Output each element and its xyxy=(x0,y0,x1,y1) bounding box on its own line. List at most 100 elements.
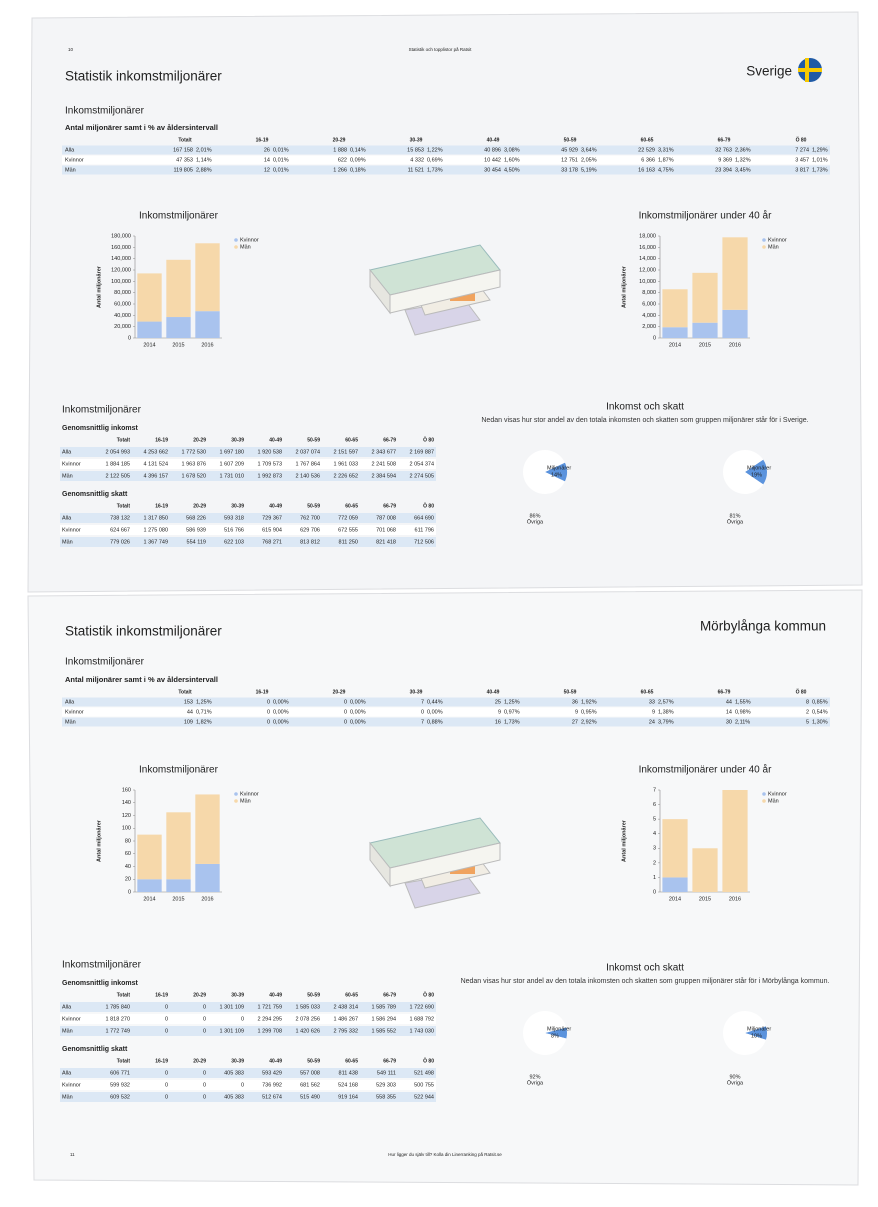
table-cell: 1 299 708 xyxy=(258,1028,282,1034)
table-cell: 1 585 033 xyxy=(296,1004,320,1010)
table-cell: 681 562 xyxy=(300,1082,320,1088)
table-cell: 615 904 xyxy=(262,527,282,533)
column-header: 50-59 xyxy=(307,503,320,509)
row-background xyxy=(60,1068,436,1078)
bar-segment xyxy=(195,243,220,312)
y-tick-label: 2,000 xyxy=(642,324,656,330)
table-cell: 736 992 xyxy=(262,1082,282,1088)
section-heading: Inkomst och skatt xyxy=(606,963,684,974)
column-header: 30-39 xyxy=(410,137,423,143)
table-cell: 0 xyxy=(165,1004,168,1010)
money-illustration xyxy=(369,817,501,909)
table-cell: 1 722 690 xyxy=(410,1004,434,1010)
legend-label: Män xyxy=(240,798,251,804)
bar-segment xyxy=(662,327,688,338)
pie-slice xyxy=(523,450,565,494)
y-axis-label: Antal miljonärer xyxy=(96,265,102,308)
bar-segment xyxy=(662,819,688,878)
table-cell: 1 586 294 xyxy=(372,1016,396,1022)
table-cell: 624 667 xyxy=(110,527,130,533)
y-tick-label: 10,000 xyxy=(639,279,656,285)
bar-segment xyxy=(692,848,718,892)
table-cell: 5 xyxy=(806,719,809,725)
table-cell: 609 532 xyxy=(110,1094,130,1100)
row-label: Kvinnor xyxy=(62,527,81,533)
table-cell: 3,64% xyxy=(581,147,597,153)
column-header: Totalt xyxy=(117,437,131,443)
row-label: Alla xyxy=(62,1070,72,1076)
table-cell: 8 xyxy=(806,699,809,705)
bar-segment xyxy=(195,794,220,864)
table-cell: 119 805 xyxy=(174,167,193,173)
table-cell: 1,92% xyxy=(581,699,597,705)
column-header: 66-79 xyxy=(718,137,731,143)
pie-value-label: 10% xyxy=(751,1033,762,1039)
description: Nedan visas hur stor andel av den totala… xyxy=(460,978,830,985)
bar-segment xyxy=(137,321,162,338)
column-header: 50-59 xyxy=(564,137,577,143)
pie-label: Miljonärer xyxy=(747,465,771,471)
x-tick-label: 2016 xyxy=(729,342,741,348)
column-header: 30-39 xyxy=(231,992,244,998)
table-cell: 522 944 xyxy=(414,1094,434,1100)
running-footer: Hur ligger du själv till? Kolla din Line… xyxy=(388,1151,502,1157)
table-cell: 1 585 789 xyxy=(372,1004,396,1010)
pie-label: Miljonärer xyxy=(547,1026,571,1032)
table-cell: 593 318 xyxy=(224,515,244,521)
table-cell: 515 490 xyxy=(300,1094,320,1100)
legend-swatch xyxy=(762,238,766,242)
table-cell: 47 353 xyxy=(176,157,193,163)
section-heading: Inkomstmiljonärer xyxy=(65,106,145,117)
table-cell: 524 168 xyxy=(338,1082,358,1088)
column-header: 40-49 xyxy=(487,689,500,695)
table-cell: 0 xyxy=(203,1016,206,1022)
table-cell: 2 054 374 xyxy=(410,461,434,467)
table-cell: 16 xyxy=(495,719,501,725)
table-cell: 2 438 314 xyxy=(334,1004,358,1010)
table-cell: 16 163 xyxy=(638,167,655,173)
table-title: Genomsnittlig inkomst xyxy=(62,980,139,987)
table-cell: 593 429 xyxy=(262,1070,282,1076)
table-cell: 0 xyxy=(203,1082,206,1088)
table-cell: 2 294 295 xyxy=(258,1016,282,1022)
table-cell: 25 xyxy=(495,699,501,705)
y-tick-label: 6 xyxy=(653,802,656,808)
table-cell: 0 xyxy=(203,1070,206,1076)
bar-segment xyxy=(137,273,162,322)
table-cell: 7 xyxy=(421,699,424,705)
table-cell: 0 xyxy=(165,1016,168,1022)
table-cell: 729 367 xyxy=(262,515,282,521)
table-cell: 0,88% xyxy=(427,719,443,725)
table-cell: 1 920 538 xyxy=(258,449,282,455)
column-header: Totalt xyxy=(117,503,131,509)
row-background xyxy=(62,145,830,155)
table-title: Genomsnittlig inkomst xyxy=(62,425,139,432)
y-tick-label: 60,000 xyxy=(114,301,131,307)
table-cell: 1 709 573 xyxy=(258,461,282,467)
table-cell: 24 xyxy=(649,719,655,725)
table-cell: 2 xyxy=(806,709,809,715)
row-label: Män xyxy=(65,719,76,725)
column-header: 50-59 xyxy=(307,992,320,998)
table-cell: 36 xyxy=(572,699,578,705)
bar-segment xyxy=(692,272,718,323)
table-cell: 0 xyxy=(165,1094,168,1100)
table-cell: 9 xyxy=(498,709,501,715)
table-cell: 405 383 xyxy=(224,1094,244,1100)
column-header: 20-29 xyxy=(193,503,206,509)
table-cell: 1 678 520 xyxy=(182,473,206,479)
row-background xyxy=(60,1002,436,1012)
pie-slice xyxy=(745,459,767,485)
table-cell: 0,14% xyxy=(350,147,366,153)
table-cell: 622 xyxy=(338,157,347,163)
bar-segment xyxy=(195,311,220,338)
y-tick-label: 12,000 xyxy=(639,267,656,273)
column-header: 30-39 xyxy=(410,689,423,695)
table-cell: 811 250 xyxy=(339,539,358,545)
table-cell: 4,75% xyxy=(658,167,674,173)
table-cell: 32 763 xyxy=(715,147,732,153)
pie-slice xyxy=(723,450,764,494)
table-cell: 0 xyxy=(203,1004,206,1010)
table-cell: 7 xyxy=(421,719,424,725)
